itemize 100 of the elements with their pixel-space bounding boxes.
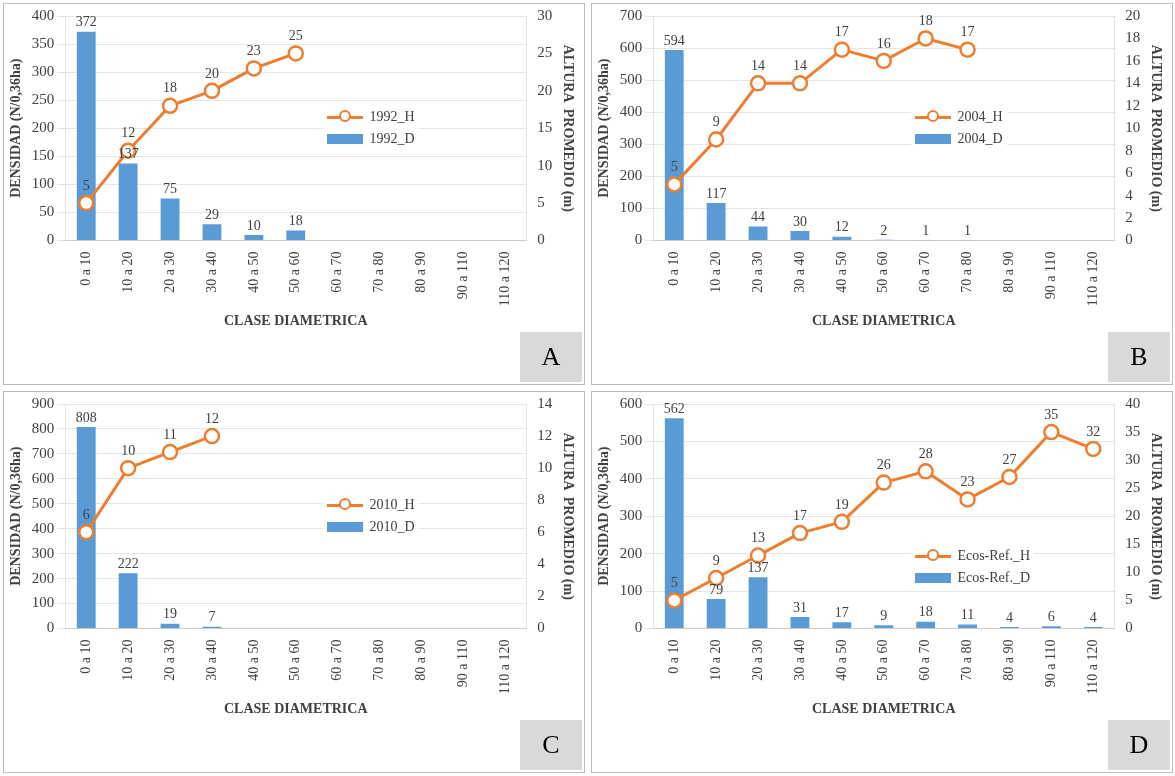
y-tick-label: 0 [46,231,55,248]
y-tick-label: 300 [31,63,55,80]
y-tick-label: 500 [619,432,643,449]
y2-tick-label: 10 [1125,119,1141,136]
x-tick-label: 20 a 30 [161,639,177,681]
x-tick-label: 10 a 20 [707,251,723,293]
x-axis-title: CLASE DIAMETRICA [223,701,369,717]
data-label: 17 [792,507,807,523]
data-label: 11 [163,426,177,442]
y-tick-label: 400 [619,469,643,486]
y2-tick-label: 2 [1125,208,1133,225]
y-axis-title: DENSIDAD (N/0,36ha) [8,446,25,586]
y-tick-label: 600 [619,39,643,56]
y-tick-label: 500 [619,71,643,88]
data-label: 12 [204,410,219,426]
data-label: 32 [1086,423,1101,439]
data-label: 1 [964,222,972,238]
data-label: 28 [918,446,933,462]
y2-tick-label: 5 [1125,591,1133,608]
x-tick-label: 110 a 120 [496,251,512,307]
data-label: 10 [246,217,261,233]
point [749,75,767,92]
y2-tick-label: 10 [537,156,553,173]
data-label: 75 [163,181,178,197]
x-tick-label: 30 a 40 [203,251,219,293]
data-label: 9 [880,607,888,623]
bar [916,621,936,629]
x-tick-label: 60 a 70 [917,639,933,681]
y2-tick-label: 20 [537,81,553,98]
data-label: 10 [121,442,136,458]
x-tick-label: 50 a 60 [875,639,891,681]
point [245,60,263,77]
y2-tick-label: 16 [1125,51,1141,68]
data-label: 18 [288,213,303,229]
bar [664,50,684,241]
x-tick-label: 90 a 110 [455,639,471,688]
point [119,459,137,477]
y2-tick-label: 0 [537,619,545,636]
y2-tick-label: 30 [537,6,553,23]
bar [706,598,726,629]
y-tick-label: 800 [31,419,55,436]
x-tick-label: 30 a 40 [791,251,807,293]
data-label: 9 [712,114,720,130]
legend-label: 1992_D [369,130,415,149]
x-tick-label: 80 a 90 [413,251,429,293]
data-label: 16 [876,35,891,51]
data-label: 117 [705,185,727,201]
x-tick-label: 10 a 20 [119,639,135,681]
y-tick-label: 0 [634,231,643,248]
y2-tick-label: 10 [1125,563,1141,580]
data-label: 1 [922,222,930,238]
legend-label: 2010_H [369,496,415,515]
point [203,427,221,445]
y-axis-title: DENSIDAD (N/0,36ha) [8,58,25,198]
data-label: 79 [709,581,724,597]
bar [874,625,894,629]
point [203,82,221,100]
y2-tick-label: 12 [537,427,553,444]
point [287,45,304,62]
data-label: 14 [751,58,766,74]
y-tick-label: 0 [634,619,643,636]
point [1043,423,1060,441]
x-tick-label: 80 a 90 [1001,251,1017,293]
data-label: 137 [747,559,769,575]
legend-label: Ecos-Ref._H [957,547,1031,566]
data-label: 17 [960,24,975,40]
point [959,491,976,508]
x-tick-label: 40 a 50 [833,639,849,681]
text: B [1108,332,1170,382]
data-label: 18 [918,13,933,29]
y2-tick-label: 8 [1125,141,1133,158]
y2-tick-label: 15 [1125,535,1141,552]
y-tick-label: 350 [31,35,55,51]
y2-tick-label: 25 [537,44,553,61]
x-tick-label: 0 a 10 [665,639,681,674]
point [78,194,95,212]
bar [118,163,138,241]
point [833,513,851,531]
bar [202,224,222,241]
y2-tick-label: 20 [1125,6,1141,23]
data-label: 6 [82,506,90,522]
y2-tick-label: 30 [1125,451,1141,468]
x-tick-label: 50 a 60 [287,251,303,293]
x-tick-label: 20 a 30 [749,251,765,293]
x-tick-label: 50 a 60 [287,639,303,681]
bar [160,623,180,629]
data-label: 20 [204,65,219,81]
x-tick-label: 90 a 110 [1043,639,1059,688]
x-axis-title: CLASE DIAMETRICA [811,313,957,329]
data-label: 29 [204,206,219,222]
data-label: 18 [163,80,178,96]
x-tick-label: 60 a 70 [329,639,345,681]
point [707,131,725,148]
x-tick-label: 60 a 70 [329,251,345,293]
x-tick-label: 110 a 120 [1084,251,1100,307]
y-tick-label: 100 [31,175,55,192]
point [875,474,892,491]
bar [790,230,810,241]
y2-tick-label: 0 [1125,231,1133,248]
y2-tick-label: 12 [1125,96,1141,113]
